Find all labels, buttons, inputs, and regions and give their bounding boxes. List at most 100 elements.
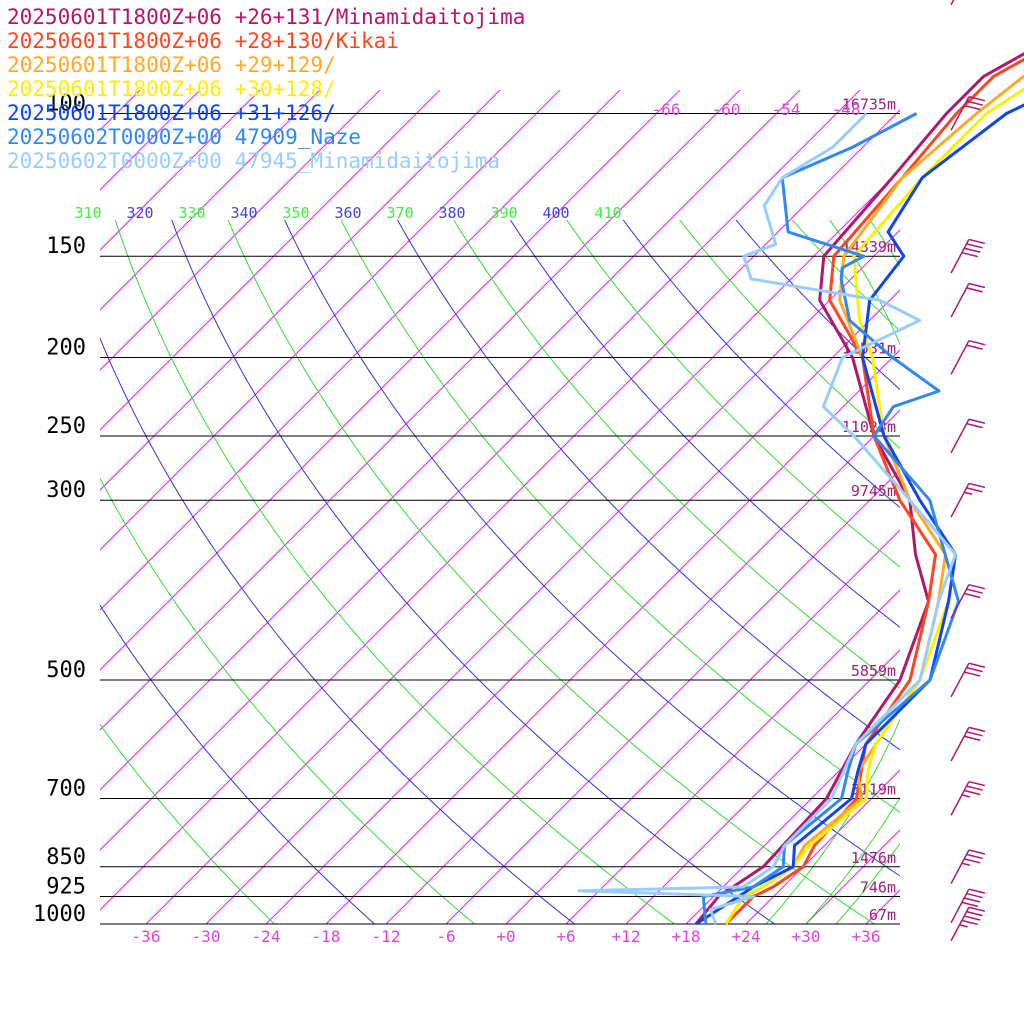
wind-barb-flag	[966, 243, 983, 249]
wind-barb-flag	[968, 238, 986, 245]
isotherm-label: -54	[772, 100, 801, 119]
isentrope-line	[566, 220, 900, 568]
isentrope-line	[100, 477, 476, 924]
isentrope-line	[340, 220, 900, 813]
wind-barb-shaft	[950, 727, 970, 762]
isentrope-label: 320	[126, 204, 153, 222]
isentrope-labels: 310 320 330 340 350 360 370 380 390 400 410	[0, 200, 622, 224]
wind-barbs	[950, 0, 986, 942]
pressure-label: 925	[46, 875, 86, 900]
isentrope-line	[509, 220, 900, 628]
pressure-label: 700	[46, 776, 86, 801]
x-tick-label: +30	[792, 927, 821, 946]
isotherm-line	[625, 649, 900, 924]
wind-barb-flag	[966, 344, 983, 350]
height-label: 67m	[869, 906, 896, 924]
wind-barb-flag	[968, 282, 986, 289]
wind-barb-shaft	[950, 483, 970, 518]
x-tick-label: -12	[372, 927, 401, 946]
x-axis-ticks: -36 -30 -24 -18 -12 -6 +0 +6 +12 +18 +24 +30 +36	[132, 927, 881, 946]
wind-barb-flag	[964, 491, 973, 495]
wind-barb-flag	[966, 487, 983, 493]
wind-barb-flag	[968, 726, 986, 733]
wind-barb-flag	[964, 104, 981, 111]
series-line	[695, 103, 1024, 926]
legend-entry: 20250602T0000Z+00 47909_Naze	[7, 125, 361, 149]
isotherm-line	[100, 90, 621, 611]
isentrope-line	[100, 604, 376, 924]
isentrope-line	[622, 220, 900, 509]
isentrope-label: 330	[178, 204, 205, 222]
wind-barb-shaft	[950, 283, 970, 318]
isotherm-line	[145, 169, 900, 924]
wind-barb-flag	[968, 418, 986, 424]
wind-barb-flag	[966, 287, 983, 293]
isotherm-label: -60	[712, 100, 741, 119]
isotherm-line	[100, 109, 900, 911]
wind-barb-flag	[964, 247, 981, 253]
isentrope-label: 340	[230, 204, 257, 222]
wind-barb-shaft	[950, 888, 970, 924]
isentrope-label: 390	[490, 204, 517, 222]
isentrope-label: 370	[386, 204, 413, 222]
legend: 20250601T1800Z+06 +26+131/Minamidaitojim…	[7, 5, 525, 173]
x-tick-label: -30	[192, 927, 221, 946]
isentrope-line	[679, 220, 900, 449]
wind-barb-flag	[968, 662, 986, 668]
isotherm-line	[205, 229, 900, 924]
wind-barb-flag	[966, 588, 983, 594]
wind-barb-shaft	[950, 418, 970, 454]
wind-barb-shaft	[950, 96, 970, 131]
wind-barb-flag	[966, 666, 983, 673]
isotherm-line	[445, 469, 900, 924]
wind-barb-shaft	[950, 662, 970, 698]
x-tick-label: +0	[496, 927, 515, 946]
x-tick-label: -6	[436, 927, 455, 946]
isotherm-line	[100, 90, 441, 431]
isotherm-line	[100, 90, 501, 491]
wind-barb-shaft	[950, 781, 970, 816]
isentrope-label: 380	[438, 204, 465, 222]
wind-barb-flag	[968, 339, 986, 346]
series-line	[577, 112, 957, 925]
isentrope-label: 310	[74, 204, 101, 222]
isotherm-line	[100, 90, 801, 791]
wind-barb-flag	[966, 785, 983, 791]
wind-barb-flag	[966, 731, 983, 737]
x-tick-label: +6	[556, 927, 575, 946]
pressure-label: 850	[46, 845, 86, 870]
pressure-label: 100	[46, 91, 86, 116]
height-label: 746m	[860, 879, 896, 897]
x-tick-label: +24	[732, 927, 761, 946]
wind-barb-flag	[964, 671, 981, 677]
pressure-label: 500	[46, 658, 86, 683]
pressure-label: 200	[46, 335, 86, 360]
wind-barb-flag	[964, 858, 981, 864]
wind-barb-flag	[961, 251, 979, 258]
isentrope-line	[100, 337, 576, 924]
isentrope-line	[791, 220, 900, 332]
isentrope-line	[227, 220, 876, 924]
isotherm-line	[100, 90, 321, 311]
legend-entry: 20250601T1800Z+06 +29+129/	[7, 53, 336, 77]
isentrope-label: 400	[542, 204, 569, 222]
wind-barb-flag	[968, 482, 986, 489]
wind-barb-shaft	[950, 849, 970, 884]
isentrope-label: 350	[282, 204, 309, 222]
isotherm-line	[565, 589, 900, 924]
pressure-label: 300	[46, 478, 86, 503]
height-label: 9745m	[851, 482, 896, 500]
x-tick-label: +36	[852, 927, 881, 946]
wind-barb-shaft	[950, 239, 970, 274]
isotherm-line	[100, 90, 861, 851]
series-line	[694, 52, 1024, 925]
x-tick-label: -36	[132, 927, 161, 946]
wind-barb-flag	[964, 592, 981, 599]
isotherm-line	[100, 90, 681, 671]
wind-barb-flag	[968, 849, 986, 855]
label-mask	[0, 200, 100, 224]
height-label: 5859m	[851, 662, 896, 680]
wind-barb-shaft	[950, 906, 970, 942]
